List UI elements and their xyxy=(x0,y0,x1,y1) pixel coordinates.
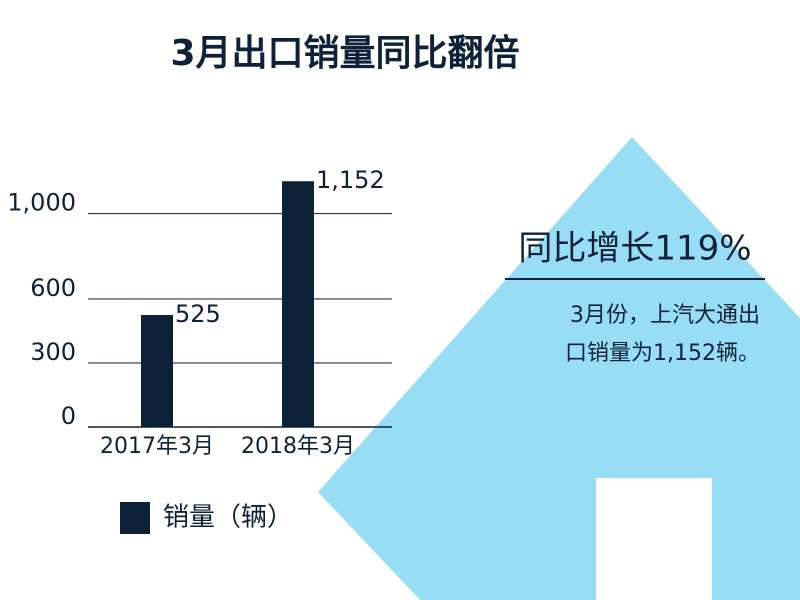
bar xyxy=(282,181,314,427)
value-label: 1,152 xyxy=(316,166,385,194)
y-tick-label: 600 xyxy=(30,274,76,302)
y-tick-label: 300 xyxy=(30,338,76,366)
x-tick-label: 2018年3月 xyxy=(241,434,355,459)
value-label: 525 xyxy=(175,300,221,328)
bar xyxy=(141,315,173,427)
legend-label: 销量（辆） xyxy=(163,503,293,533)
y-tick-label: 1,000 xyxy=(7,189,76,217)
annotation-title: 同比增长119% xyxy=(518,229,751,269)
arrow-background xyxy=(318,137,800,600)
x-tick-label: 2017年3月 xyxy=(100,434,214,459)
chart-title: 3月出口销量同比翻倍 xyxy=(170,33,519,74)
legend-swatch xyxy=(120,502,150,534)
annotation-line: 口销量为1,152辆。 xyxy=(565,341,760,366)
annotation-line: 3月份，上汽大通出 xyxy=(570,303,760,328)
y-tick-label: 0 xyxy=(61,402,76,430)
